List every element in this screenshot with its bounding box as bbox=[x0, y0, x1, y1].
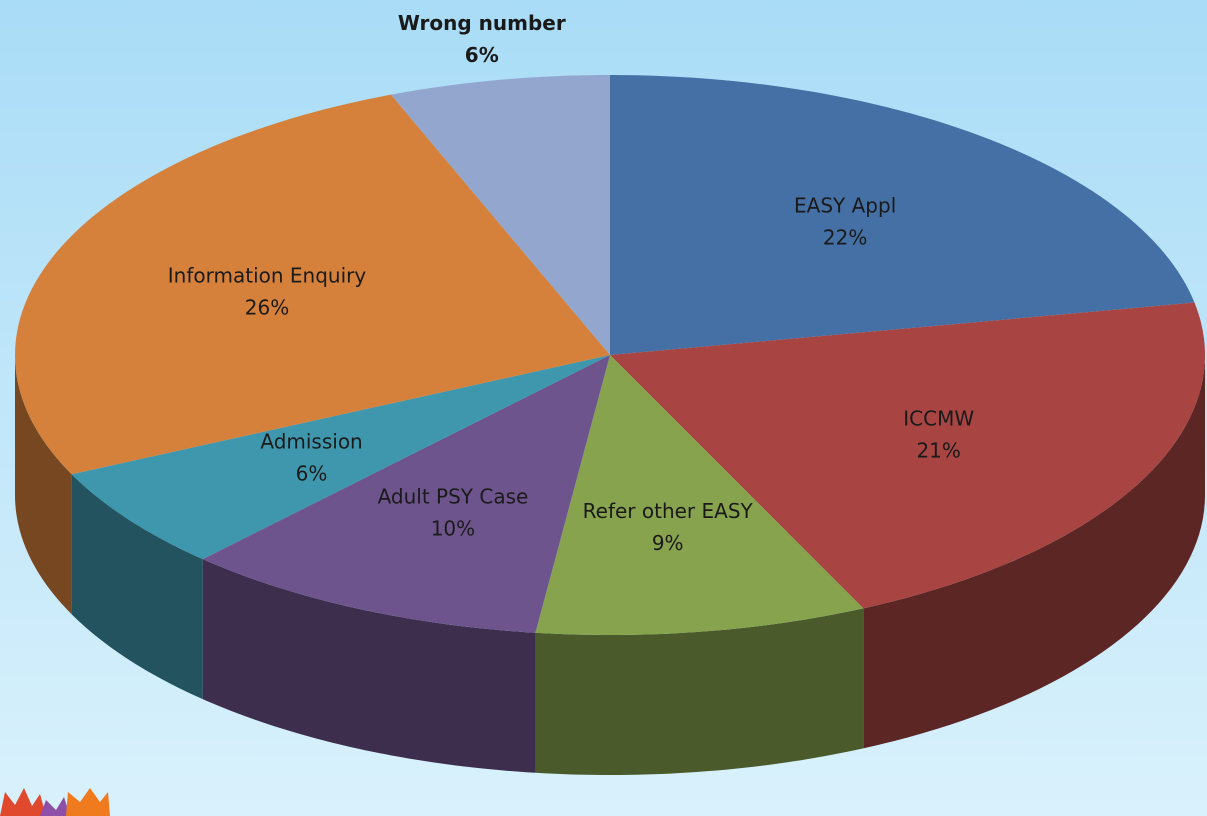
slice-value: 22% bbox=[823, 226, 867, 250]
slice-label: Admission bbox=[260, 430, 362, 454]
decoration bbox=[0, 788, 110, 816]
slice-value: 21% bbox=[916, 438, 960, 462]
slice-value: 26% bbox=[245, 296, 289, 320]
slice-label: ICCMW bbox=[903, 406, 974, 430]
slice-value: 10% bbox=[431, 517, 475, 541]
slice-value: 9% bbox=[652, 531, 684, 555]
slice-value: 6% bbox=[465, 43, 499, 67]
slice-value: 6% bbox=[296, 462, 328, 486]
slice-label: Refer other EASY bbox=[583, 499, 754, 523]
slice-label: EASY Appl bbox=[794, 194, 896, 218]
slice-label: Adult PSY Case bbox=[378, 485, 529, 509]
slice-label: Information Enquiry bbox=[168, 264, 367, 288]
page: EASY Appl 22% ICCMW 21% Refer other EASY 9% Ad… bbox=[0, 0, 1207, 816]
chart: EASY Appl 22% ICCMW 21% Refer other EASY 9% Ad… bbox=[0, 0, 1207, 816]
slice-label: Wrong number bbox=[398, 11, 566, 35]
